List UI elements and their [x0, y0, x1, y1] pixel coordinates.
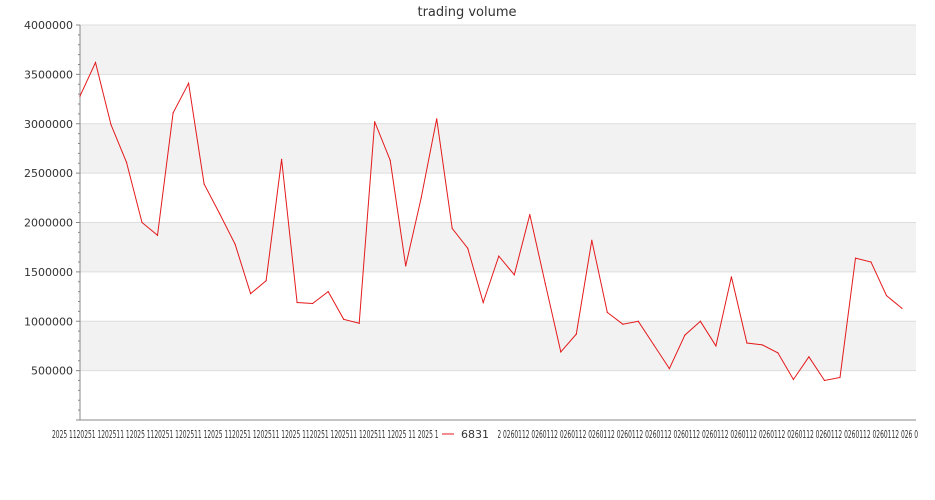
data-point — [451, 227, 453, 230]
data-point — [265, 280, 267, 282]
data-point — [606, 311, 608, 313]
data-point — [312, 302, 314, 305]
data-point — [498, 255, 500, 257]
data-point — [544, 283, 546, 285]
data-point — [94, 61, 97, 64]
data-point — [141, 221, 143, 224]
y-axis-ticks: 500000 1000000 1500000 2000000 2500000 300000… — [24, 19, 73, 378]
data-point — [389, 159, 391, 161]
grid-band — [80, 25, 916, 75]
y-tick-label: 3500000 — [24, 68, 73, 81]
grid-lines — [80, 24, 916, 372]
data-point — [203, 183, 205, 185]
data-point — [715, 345, 717, 347]
data-point — [420, 197, 422, 199]
data-point — [125, 161, 128, 163]
y-tick-label: 4000000 — [24, 19, 73, 32]
data-point — [560, 351, 562, 353]
data-point — [637, 320, 639, 322]
series-line-6831 — [79, 60, 903, 382]
data-point — [668, 368, 670, 370]
data-point — [529, 214, 531, 216]
data-point — [808, 356, 810, 358]
data-point — [513, 274, 515, 276]
data-point — [792, 378, 795, 381]
data-point — [234, 243, 236, 245]
grid-bands — [80, 25, 916, 420]
data-point — [885, 294, 888, 297]
data-point — [250, 293, 252, 295]
data-point — [327, 291, 329, 293]
grid-band — [80, 370, 916, 420]
data-point — [684, 334, 686, 336]
y-tick-label: 2500000 — [24, 167, 73, 180]
chart-title: trading volume — [417, 5, 516, 20]
grid-band — [80, 321, 916, 371]
data-point — [374, 121, 376, 123]
data-point — [281, 158, 283, 160]
grid-band — [80, 173, 916, 223]
data-point — [172, 112, 174, 114]
data-point — [653, 344, 655, 346]
axes — [76, 24, 916, 421]
grid-band — [80, 271, 916, 322]
data-point — [730, 276, 732, 278]
y-tick-label: 1500000 — [24, 266, 73, 279]
data-point — [482, 301, 484, 304]
legend-background — [438, 425, 498, 441]
y-tick-label: 3000000 — [24, 118, 73, 131]
y-tick-label: 500000 — [31, 365, 73, 378]
data-point — [622, 323, 624, 325]
data-point — [746, 342, 748, 344]
data-point — [901, 307, 903, 310]
legend-label: 6831 — [461, 428, 489, 441]
series-group — [79, 60, 903, 382]
grid-band — [80, 222, 916, 272]
data-point — [110, 124, 112, 126]
data-point — [839, 376, 841, 379]
data-point — [870, 261, 872, 263]
data-point — [358, 322, 360, 324]
data-point — [218, 213, 221, 215]
y-tick-label: 1000000 — [24, 315, 73, 328]
data-point — [823, 379, 826, 382]
data-point — [575, 333, 577, 335]
data-point — [591, 239, 593, 241]
data-point — [187, 82, 190, 84]
y-tick-label: 2000000 — [24, 217, 73, 230]
data-point — [156, 234, 159, 236]
data-point — [777, 352, 779, 354]
data-point — [296, 301, 298, 304]
data-point — [405, 265, 407, 267]
data-point — [343, 318, 345, 320]
data-point — [467, 247, 469, 249]
data-point — [699, 320, 701, 322]
data-point — [854, 257, 857, 259]
data-point — [761, 344, 764, 346]
legend: 6831 — [438, 425, 498, 441]
data-point — [436, 118, 438, 120]
grid-band — [80, 74, 916, 124]
grid-band — [80, 123, 916, 174]
data-point — [79, 95, 81, 97]
